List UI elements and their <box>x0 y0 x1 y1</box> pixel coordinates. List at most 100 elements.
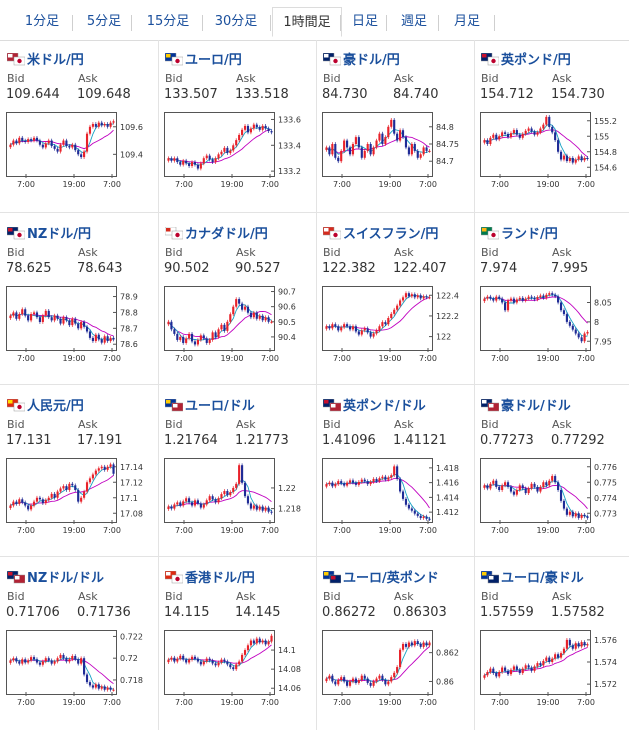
pair-title-link[interactable]: 豪ドル/円 <box>323 49 400 68</box>
tab-30-minute[interactable]: 30分足 <box>214 14 258 29</box>
pair-title-link[interactable]: 香港ドル/円 <box>165 567 255 586</box>
candle-body <box>15 140 18 144</box>
chart-frame <box>6 112 117 177</box>
price-chart[interactable]: 8.05 8 7.95 7:00 19:00 7:00 <box>480 286 628 368</box>
za-jp-flag-icon <box>481 227 501 242</box>
ask-label: Ask <box>78 590 98 603</box>
candle-body <box>401 491 405 499</box>
tab-1-hour[interactable]: 1時間足 <box>272 7 342 37</box>
short-moving-average <box>168 479 272 512</box>
tab-monthly[interactable]: 月足 <box>453 14 480 29</box>
candle-body <box>80 321 83 329</box>
tab-5-minute[interactable]: 5分足 <box>86 14 122 29</box>
pair-title-link[interactable]: ユーロ/英ポンド <box>323 567 439 586</box>
candle-body <box>512 491 515 495</box>
ask-label: Ask <box>236 590 256 603</box>
y-tick-label: 1.572 <box>594 680 617 689</box>
candle-body <box>44 658 47 662</box>
price-chart[interactable]: 122.4 122.2 122 7:00 19:00 7:00 <box>322 286 470 368</box>
price-chart[interactable]: 155.2 155 154.8 154.6 7:00 19:00 7:00 <box>480 112 628 194</box>
candle-body <box>77 150 80 155</box>
pair-title-link[interactable]: NZドル/ドル <box>7 567 104 586</box>
candle-body <box>378 478 381 482</box>
tab-daily[interactable]: 日足 <box>351 14 378 29</box>
pair-title-link[interactable]: 米ドル/円 <box>7 49 84 68</box>
bid-label: Bid <box>481 590 499 603</box>
price-chart[interactable]: 17.14 17.12 17.1 17.08 7:00 19:00 7:00 <box>6 458 154 540</box>
candle-body <box>176 333 179 340</box>
pair-title-link[interactable]: 英ポンド/円 <box>481 49 571 68</box>
candle-body <box>173 329 176 334</box>
price-chart[interactable]: 0.776 0.775 0.774 0.773 7:00 19:00 7:00 <box>480 458 628 540</box>
candle-body <box>21 309 24 315</box>
pair-title-link[interactable]: 人民元/円 <box>7 395 84 414</box>
tab-weekly[interactable]: 週足 <box>400 14 427 29</box>
pair-title-link[interactable]: 豪ドル/ドル <box>481 395 571 414</box>
candle-body <box>35 659 39 663</box>
x-tick-label: 7:00 <box>491 698 509 707</box>
price-chart[interactable]: 109.6 109.4 7:00 19:00 7:00 <box>6 112 154 194</box>
candle-body <box>577 333 580 338</box>
candle-body <box>80 497 83 502</box>
pair-title-link[interactable]: ユーロ/円 <box>165 49 242 68</box>
pair-title-link[interactable]: スイスフラン/円 <box>323 223 438 242</box>
pair-title-link[interactable]: 英ポンド/ドル <box>323 395 426 414</box>
pair-title-link[interactable]: ユーロ/豪ドル <box>481 567 584 586</box>
price-chart[interactable]: 0.722 0.72 0.718 7:00 19:00 7:00 <box>6 630 154 712</box>
price-chart[interactable]: 78.9 78.8 78.7 78.6 7:00 19:00 7:00 <box>6 286 154 368</box>
tab-1-minute[interactable]: 1分足 <box>24 14 60 29</box>
candle-body <box>232 145 235 151</box>
candle-body <box>407 642 410 647</box>
price-chart[interactable]: 1.576 1.574 1.572 7:00 19:00 7:00 <box>480 630 628 712</box>
candle-body <box>106 687 109 690</box>
ask-price: 0.77292 <box>551 433 605 448</box>
candle-body <box>413 144 416 151</box>
pair-title-link[interactable]: ユーロ/ドル <box>165 395 255 414</box>
candle-body <box>504 482 507 486</box>
candle-body <box>565 508 568 515</box>
candle-body <box>185 498 188 502</box>
pair-title-link[interactable]: ランド/円 <box>481 223 558 242</box>
candle-body <box>498 671 501 677</box>
candle-body <box>112 464 115 474</box>
candle-body <box>238 465 241 484</box>
candle-body <box>35 137 39 141</box>
x-tick-label: 7:00 <box>419 698 437 707</box>
y-tick-label: 1.412 <box>436 508 459 517</box>
candle-body <box>425 296 428 298</box>
candle-body <box>372 147 375 155</box>
candle-body <box>249 503 252 509</box>
candle-body <box>416 295 419 298</box>
candle-body <box>255 124 258 128</box>
candle-body <box>199 335 202 340</box>
price-chart[interactable]: 90.7 90.6 90.5 90.4 7:00 19:00 7:00 <box>164 286 312 368</box>
pair-title-link[interactable]: NZドル/円 <box>7 223 91 242</box>
nz-us-flag-icon <box>7 571 27 586</box>
price-chart[interactable]: 133.6 133.4 133.2 7:00 19:00 7:00 <box>164 112 312 194</box>
candle-body <box>334 484 337 487</box>
price-chart[interactable]: 84.8 84.75 84.7 7:00 19:00 7:00 <box>322 112 470 194</box>
ask-label: Ask <box>394 418 414 431</box>
pair-name: カナダドル/円 <box>185 227 268 242</box>
y-tick-label: 155.2 <box>594 117 617 126</box>
candle-body <box>416 513 419 516</box>
pair-title-link[interactable]: カナダドル/円 <box>165 223 268 242</box>
candle-body <box>229 492 232 496</box>
candle-body <box>583 157 586 161</box>
candle-body <box>410 508 413 511</box>
candle-body <box>343 324 346 328</box>
price-chart[interactable]: 1.418 1.416 1.414 1.412 7:00 19:00 7:00 <box>322 458 470 540</box>
x-tick-label: 19:00 <box>62 698 85 707</box>
candle-body <box>530 667 533 671</box>
price-chart[interactable]: 14.1 14.08 14.06 7:00 19:00 7:00 <box>164 630 312 712</box>
candle-body <box>331 675 334 682</box>
candle-body <box>12 501 15 506</box>
price-chart[interactable]: 0.862 0.86 7:00 19:00 7:00 <box>322 630 470 712</box>
candle-body <box>557 140 560 152</box>
candle-body <box>422 642 425 647</box>
price-chart[interactable]: 1.22 1.218 7:00 19:00 7:00 <box>164 458 312 540</box>
candle-body <box>399 478 402 492</box>
tab-15-minute[interactable]: 15分足 <box>146 14 190 29</box>
candle-body <box>363 479 366 482</box>
candle-body <box>94 470 97 475</box>
